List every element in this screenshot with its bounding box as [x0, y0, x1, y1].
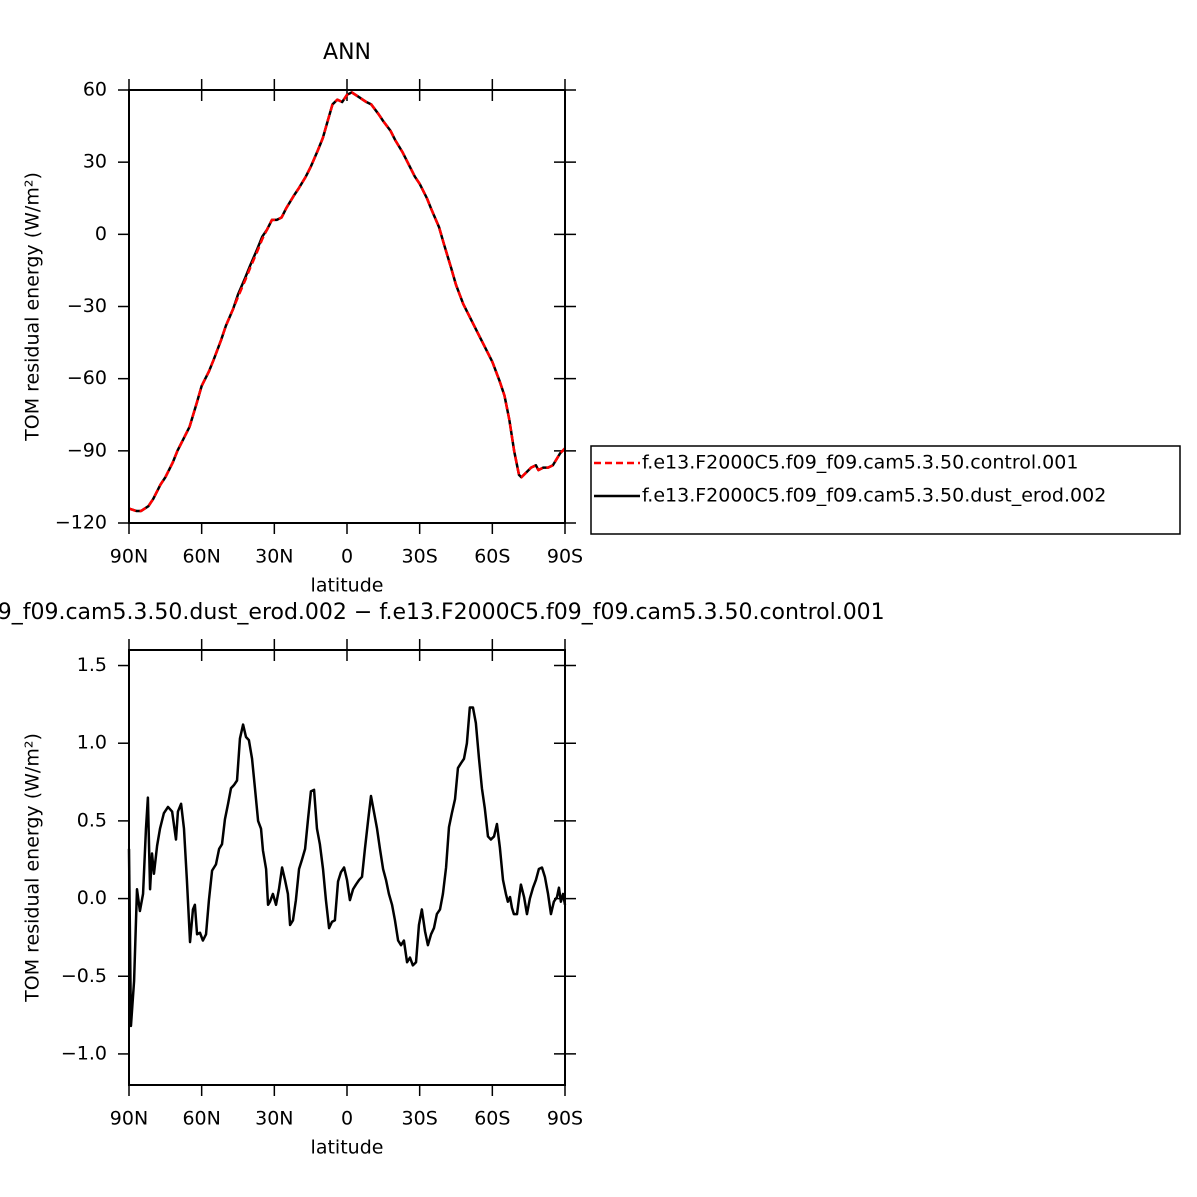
y-axis-label: TOM residual energy (W/m²): [22, 733, 44, 1003]
x-tick-label: 90N: [110, 546, 148, 568]
x-tick-label: 0: [341, 546, 353, 568]
y-tick-label: −90: [67, 439, 107, 461]
data-line: [128, 91, 566, 513]
chart-title: f.e13.F2000C5.f09_f09.cam5.3.50.dust_ero…: [0, 600, 885, 625]
x-tick-label: 0: [341, 1108, 353, 1130]
x-tick-label: 90S: [547, 1108, 583, 1130]
y-tick-label: 30: [83, 151, 107, 173]
y-axis-label: TOM residual energy (W/m²): [22, 172, 44, 442]
y-tick-label: −0.5: [61, 965, 107, 987]
legend-label: f.e13.F2000C5.f09_f09.cam5.3.50.dust_ero…: [642, 485, 1106, 507]
x-tick-label: 60N: [182, 546, 220, 568]
x-axis-label: latitude: [311, 575, 384, 597]
legend-box: [590, 445, 1181, 535]
y-tick-label: −1.0: [61, 1042, 107, 1064]
x-tick-label: 90N: [110, 1108, 148, 1130]
x-tick-label: 60S: [474, 546, 510, 568]
x-tick-label: 60N: [182, 1108, 220, 1130]
data-line: [128, 91, 566, 513]
y-tick-label: 60: [83, 79, 107, 101]
y-tick-label: 0.0: [77, 887, 107, 909]
plot-frame: [128, 89, 566, 524]
x-tick-label: 30N: [255, 546, 293, 568]
y-tick-label: 0.5: [77, 809, 107, 831]
x-tick-label: 30S: [402, 546, 438, 568]
x-axis-label: latitude: [311, 1137, 384, 1159]
x-tick-label: 60S: [474, 1108, 510, 1130]
legend-label: f.e13.F2000C5.f09_f09.cam5.3.50.control.…: [642, 452, 1078, 474]
y-tick-label: 1.5: [77, 654, 107, 676]
y-tick-label: −120: [55, 512, 107, 534]
chart-title: ANN: [323, 40, 371, 65]
x-tick-label: 30S: [402, 1108, 438, 1130]
plot-frame: [128, 649, 566, 1086]
x-tick-label: 90S: [547, 546, 583, 568]
data-line: [127, 706, 567, 1028]
y-tick-label: 0: [95, 223, 107, 245]
y-tick-label: −30: [67, 295, 107, 317]
y-tick-label: 1.0: [77, 732, 107, 754]
x-tick-label: 30N: [255, 1108, 293, 1130]
y-tick-label: −60: [67, 367, 107, 389]
